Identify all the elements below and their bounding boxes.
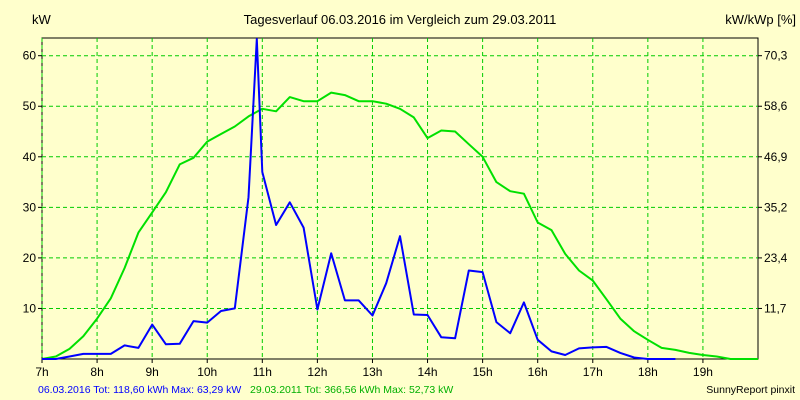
x-tick-label: 13h: [362, 365, 382, 379]
y-tick-label-right: 70,3: [764, 49, 788, 63]
x-tick-label: 17h: [583, 365, 603, 379]
x-tick-label: 15h: [473, 365, 493, 379]
footer-series-1: 06.03.2016 Tot: 118,60 kWh Max: 63,29 kW: [38, 384, 241, 396]
chart-title: Tagesverlauf 06.03.2016 im Vergleich zum…: [244, 12, 557, 27]
y-tick-label-left: 60: [23, 49, 37, 63]
y-axis-label-left: kW: [32, 12, 52, 27]
footer-series-2: 29.03.2011 Tot: 366,56 kWh Max: 52,73 kW: [250, 384, 453, 396]
y-tick-label-right: 46,9: [764, 150, 788, 164]
axis-ticks: 10 11,7 20 23,4 30 35,2 40 46,9 50 58,6 60 70,3 7h 8h…: [23, 49, 788, 379]
series-line-29-03-2011: [41, 91, 758, 360]
y-tick-label-right: 11,7: [764, 301, 787, 315]
x-tick-label: 7h: [35, 365, 48, 379]
x-tick-label: 11h: [253, 365, 272, 379]
x-tick-label: 16h: [528, 365, 548, 379]
footer-credit: SunnyReport pinxit: [706, 384, 795, 396]
x-tick-label: 19h: [693, 365, 713, 379]
x-tick-label: 9h: [145, 365, 158, 379]
y-tick-label-left: 30: [23, 200, 37, 214]
y-tick-label-left: 20: [23, 251, 37, 265]
grid: [41, 38, 758, 359]
y-tick-label-right: 23,4: [764, 251, 788, 265]
y-tick-label-right: 35,2: [764, 200, 788, 214]
x-tick-label: 14h: [418, 365, 438, 379]
y-axis-label-right: kW/kWp [%]: [725, 12, 796, 27]
x-tick-label: 12h: [307, 365, 327, 379]
series: [41, 38, 758, 360]
plot-area: [41, 37, 759, 360]
y-tick-label-left: 40: [23, 150, 37, 164]
y-tick-label-left: 50: [23, 99, 37, 113]
y-tick-label-right: 58,6: [764, 99, 788, 113]
y-tick-label-left: 10: [23, 301, 37, 315]
series-line-06-03-2016: [42, 38, 676, 360]
x-tick-label: 18h: [638, 365, 658, 379]
x-tick-label: 8h: [90, 365, 103, 379]
x-tick-label: 10h: [197, 365, 217, 379]
